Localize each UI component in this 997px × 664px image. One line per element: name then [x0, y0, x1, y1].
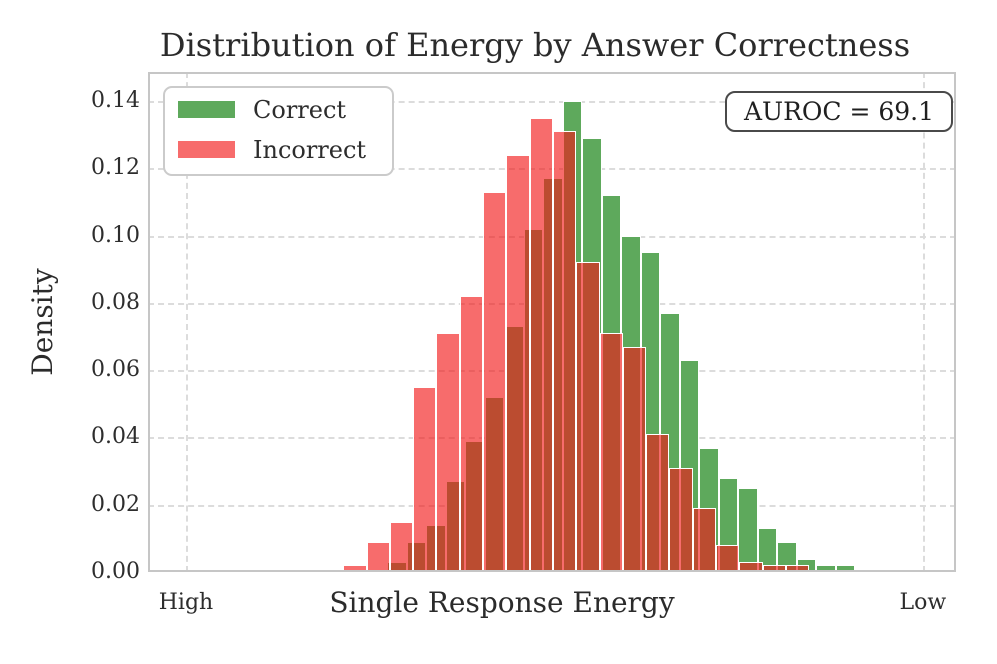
auroc-annotation-text: AUROC = 69.1 — [743, 97, 935, 126]
histogram-bar-incorrect — [692, 508, 717, 572]
histogram-bar-incorrect — [716, 545, 740, 572]
histogram-bar-incorrect — [529, 117, 553, 572]
legend-label-incorrect: Incorrect — [253, 136, 367, 164]
y-tick-label: 0.06 — [91, 357, 140, 383]
histogram-bar-correct — [874, 570, 895, 572]
auroc-annotation-box: AUROC = 69.1 — [725, 91, 953, 132]
x-tick-label-high: High — [158, 590, 214, 615]
chart-title: Distribution of Energy by Answer Correct… — [159, 26, 911, 64]
histogram-bar-incorrect — [319, 568, 344, 572]
y-tick-label: 0.02 — [91, 491, 140, 517]
legend-item-correct: Correct — [165, 97, 392, 127]
histogram-bar-incorrect — [459, 296, 484, 572]
x-axis-label: Single Response Energy — [329, 586, 675, 619]
histogram-bar-incorrect — [622, 346, 647, 572]
histogram-bar-incorrect — [436, 333, 460, 572]
histogram-bar-incorrect — [646, 434, 670, 572]
histogram-bar-incorrect — [366, 541, 390, 572]
legend-label-correct: Correct — [253, 96, 347, 124]
legend: Correct Incorrect — [163, 86, 394, 176]
y-tick-label: 0.00 — [91, 559, 140, 584]
vertical-gridline — [922, 72, 925, 572]
correct-swatch-icon — [178, 101, 235, 118]
histogram-bar-correct — [913, 570, 934, 572]
histogram-bar-correct — [757, 528, 778, 572]
vertical-gridline — [185, 72, 188, 572]
histogram-bar-incorrect — [576, 262, 600, 572]
histogram-bar-incorrect — [552, 131, 577, 572]
y-tick-label: 0.14 — [91, 87, 140, 113]
x-tick-label-low: Low — [899, 590, 947, 615]
legend-item-incorrect: Incorrect — [165, 137, 392, 167]
horizontal-gridline — [148, 100, 956, 103]
y-tick-label: 0.04 — [91, 424, 140, 450]
histogram-bar-correct — [777, 541, 797, 572]
histogram-bar-incorrect — [413, 386, 437, 572]
histogram-bar-incorrect — [506, 154, 530, 572]
histogram-bar-incorrect — [389, 521, 414, 572]
histogram-bar-correct — [835, 565, 856, 572]
plot-area — [148, 72, 956, 572]
histogram-bar-incorrect — [739, 561, 763, 572]
histogram-bar-incorrect — [762, 565, 786, 572]
histogram-bar-incorrect — [785, 565, 810, 572]
y-tick-label: 0.12 — [91, 155, 140, 181]
histogram-bar-correct — [738, 487, 758, 572]
histogram-bar-incorrect — [599, 333, 623, 572]
y-tick-label: 0.08 — [91, 289, 140, 315]
y-axis-label: Density — [26, 268, 59, 376]
histogram-bar-correct — [816, 565, 836, 572]
histogram-bar-incorrect — [483, 191, 507, 572]
histogram-bar-incorrect — [343, 565, 367, 572]
incorrect-swatch-icon — [178, 141, 235, 158]
histogram-bar-incorrect — [669, 467, 693, 572]
y-tick-label: 0.10 — [91, 222, 140, 248]
